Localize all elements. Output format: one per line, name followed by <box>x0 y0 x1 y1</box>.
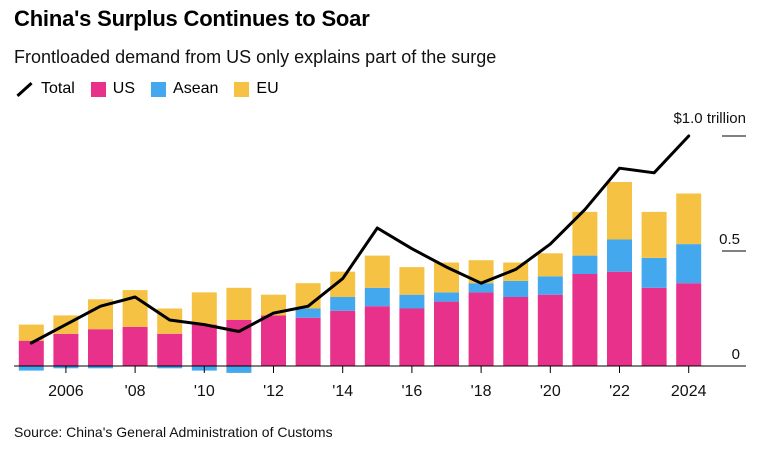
bar-eu-2016 <box>399 267 425 295</box>
x-tick-label: 2024 <box>671 383 707 400</box>
legend-label-total: Total <box>41 80 75 97</box>
bar-us-2022 <box>607 271 632 366</box>
bar-us-2021 <box>572 274 598 366</box>
bar-asean-2014 <box>330 297 356 311</box>
bar-eu-2018 <box>468 260 494 284</box>
bar-asean-2013 <box>295 308 321 318</box>
bar-asean-2019 <box>503 280 529 297</box>
legend-label-eu: EU <box>256 80 279 97</box>
bar-eu-2010 <box>191 292 217 325</box>
chart-title: China's Surplus Continues to Soar <box>14 6 370 31</box>
bar-asean-2023 <box>641 257 667 288</box>
legend-swatch-us <box>90 81 106 97</box>
legend-swatch-eu <box>234 81 250 97</box>
bar-us-2016 <box>399 308 425 366</box>
legend-label-asean: Asean <box>173 80 219 97</box>
bar-asean-2017 <box>434 292 459 302</box>
bar-us-2010 <box>191 324 217 366</box>
bar-us-2014 <box>330 310 356 366</box>
total-line <box>29 134 691 345</box>
bar-asean-2021 <box>572 255 598 274</box>
legend-item-us: US <box>90 80 136 98</box>
y-tick-label: 0 <box>732 346 740 363</box>
bar-eu-2012 <box>261 294 286 316</box>
bar-us-2019 <box>503 297 529 366</box>
bar-us-2008 <box>122 326 148 366</box>
bar-us-2024 <box>676 283 702 366</box>
x-tick-label: '18 <box>471 383 492 400</box>
annotation-total: $1.0 trillion <box>673 110 746 127</box>
bar-eu-2024 <box>676 193 702 245</box>
bar-asean-2020 <box>537 276 563 295</box>
bar-eu-2011 <box>226 287 252 320</box>
bar-us-2007 <box>88 329 113 366</box>
x-tick-label: '16 <box>401 383 422 400</box>
bar-eu-2015 <box>364 255 390 288</box>
bar-asean-2024 <box>676 244 702 284</box>
bar-us-2017 <box>434 301 459 366</box>
legend-label-us: US <box>112 80 136 97</box>
bar-us-2012 <box>261 315 286 366</box>
bar-asean-2016 <box>399 294 425 309</box>
bar-asean-2018 <box>468 283 494 293</box>
x-tick-label: 2006 <box>48 383 84 400</box>
bar-asean-2005 <box>18 366 44 371</box>
bar-us-2023 <box>641 287 667 366</box>
x-tick-label: '12 <box>263 383 284 400</box>
bar-us-2005 <box>18 340 44 366</box>
bar-us-2006 <box>53 333 79 366</box>
chart-subtitle: Frontloaded demand from US only explains… <box>14 47 497 67</box>
bar-us-2018 <box>468 292 494 366</box>
x-tick-label: '14 <box>332 383 353 400</box>
bar-us-2020 <box>537 294 563 366</box>
bar-eu-2023 <box>641 211 667 258</box>
bar-eu-2005 <box>18 324 44 341</box>
bar-asean-2009 <box>157 366 183 369</box>
x-tick-label: '10 <box>194 383 215 400</box>
x-tick-label: '22 <box>609 383 630 400</box>
bar-us-2009 <box>157 333 183 366</box>
legend: Total US Asean EU <box>14 80 295 98</box>
source-note: Source: China's General Administration o… <box>14 424 333 440</box>
bar-asean-2015 <box>364 287 390 307</box>
bar-us-2013 <box>295 317 321 366</box>
bar-us-2015 <box>364 306 390 366</box>
bar-asean-2022 <box>607 239 632 272</box>
legend-item-total: Total <box>14 80 75 98</box>
x-tick-label: '08 <box>125 383 146 400</box>
legend-item-eu: EU <box>234 80 279 98</box>
bar-eu-2020 <box>537 253 563 277</box>
bar-asean-2007 <box>88 366 113 369</box>
legend-item-asean: Asean <box>151 80 218 98</box>
y-tick-label: 0.5 <box>719 231 740 248</box>
bar-eu-2022 <box>607 182 632 240</box>
bar-eu-2019 <box>503 262 529 281</box>
legend-swatch-asean <box>151 81 167 97</box>
bar-asean-2011 <box>226 366 252 373</box>
x-tick-label: '20 <box>540 383 561 400</box>
